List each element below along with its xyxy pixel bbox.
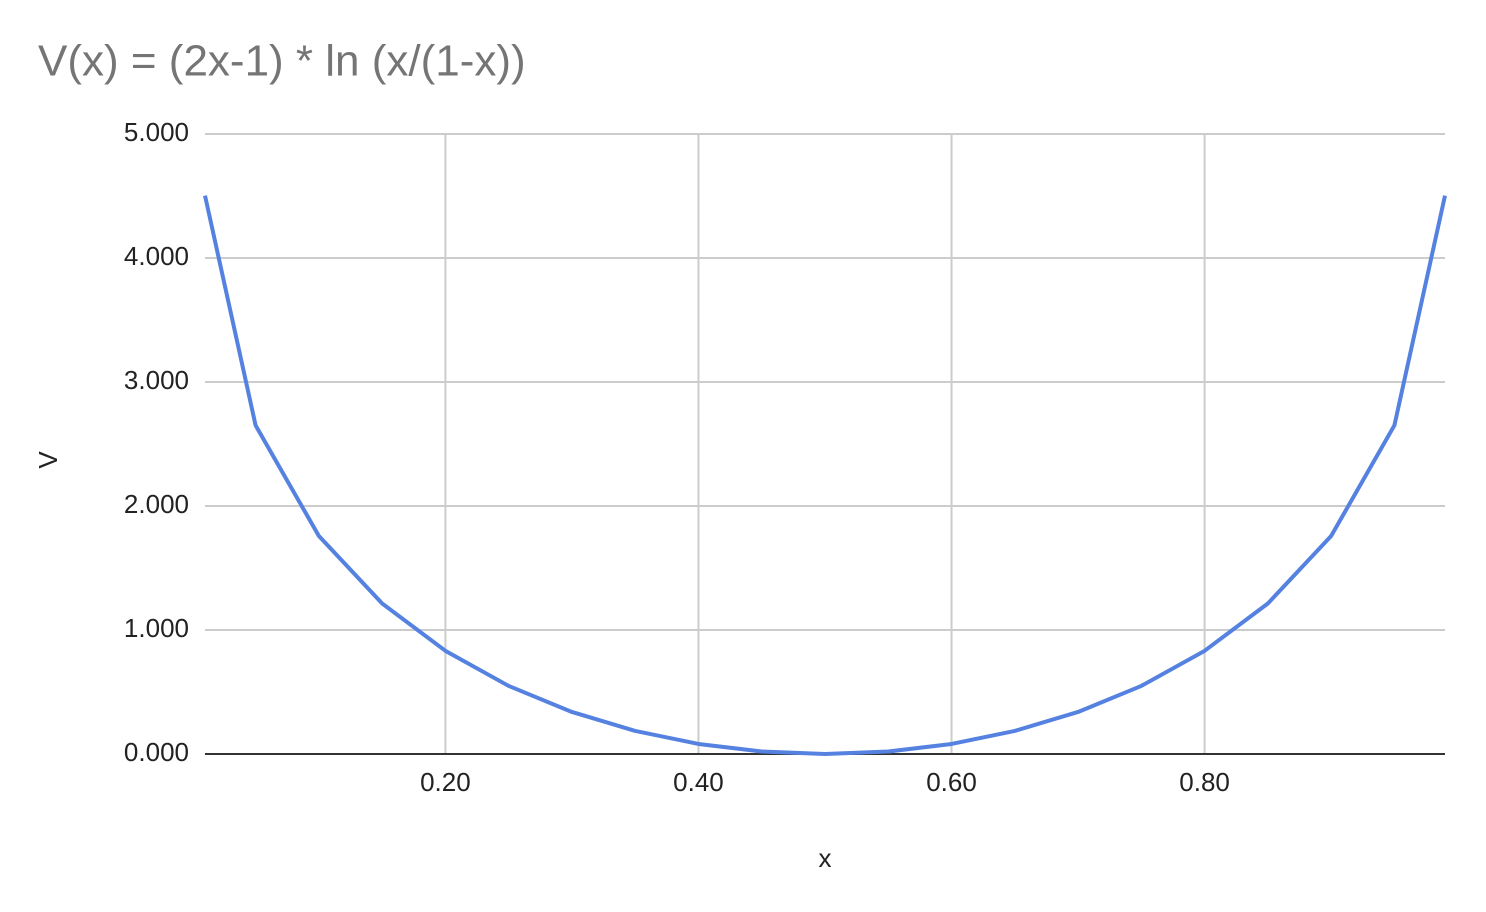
x-axis-label: x bbox=[819, 843, 832, 873]
y-tick-label: 3.000 bbox=[124, 365, 189, 395]
y-axis-label: V bbox=[33, 451, 63, 469]
y-tick-label: 2.000 bbox=[124, 489, 189, 519]
x-tick-label: 0.40 bbox=[673, 767, 724, 797]
y-tick-label: 4.000 bbox=[124, 241, 189, 271]
x-tick-label: 0.80 bbox=[1179, 767, 1230, 797]
x-tick-label: 0.20 bbox=[420, 767, 471, 797]
x-tick-label: 0.60 bbox=[926, 767, 977, 797]
chart-title: V(x) = (2x-1) * ln (x/(1-x)) bbox=[38, 37, 526, 86]
y-tick-label: 5.000 bbox=[124, 117, 189, 147]
y-tick-label: 1.000 bbox=[124, 613, 189, 643]
y-tick-label: 0.000 bbox=[124, 737, 189, 767]
data-line bbox=[203, 195, 1447, 756]
